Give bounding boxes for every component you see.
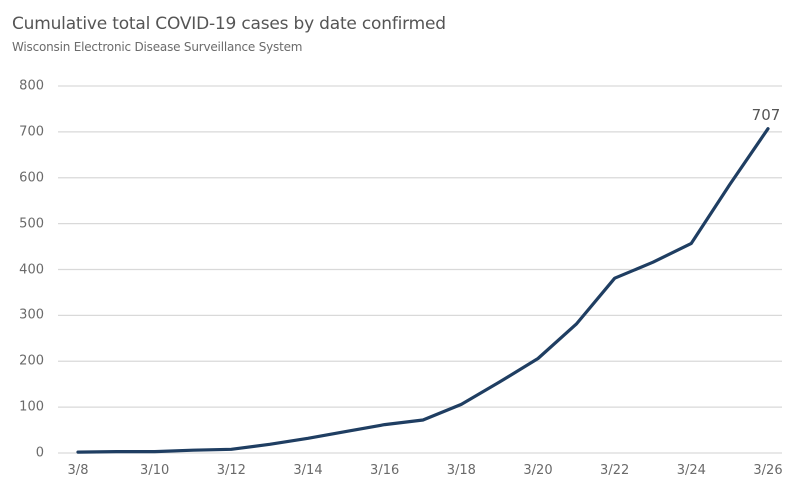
- x-tick-label: 3/26: [753, 463, 783, 478]
- y-tick-label: 500: [19, 216, 44, 232]
- x-tick-label: 3/16: [370, 463, 400, 478]
- y-tick-label: 100: [19, 399, 44, 415]
- end-value-label: 707: [751, 105, 781, 124]
- x-tick-label: 3/22: [600, 463, 630, 478]
- x-tick-label: 3/24: [676, 463, 706, 478]
- x-tick-label: 3/12: [216, 463, 246, 478]
- y-tick-label: 700: [19, 124, 44, 140]
- y-tick-label: 400: [19, 262, 44, 277]
- y-tick-label: 0: [35, 445, 44, 461]
- cases-line: [76, 127, 770, 454]
- x-tick-label: 3/20: [523, 463, 553, 478]
- x-tick-label: 3/8: [67, 463, 89, 478]
- y-tick-label: 800: [19, 78, 44, 94]
- gridlines: [58, 85, 782, 454]
- x-tick-label: 3/10: [140, 463, 170, 478]
- y-tick-label: 200: [19, 353, 44, 369]
- chart-subtitle: Wisconsin Electronic Disease Surveillanc…: [12, 40, 303, 54]
- y-tick-label: 600: [19, 170, 44, 186]
- x-tick-label: 3/18: [446, 463, 476, 478]
- chart-title: Cumulative total COVID-19 cases by date …: [12, 14, 446, 34]
- x-tick-label: 3/14: [293, 463, 323, 478]
- y-tick-label: 300: [19, 307, 44, 323]
